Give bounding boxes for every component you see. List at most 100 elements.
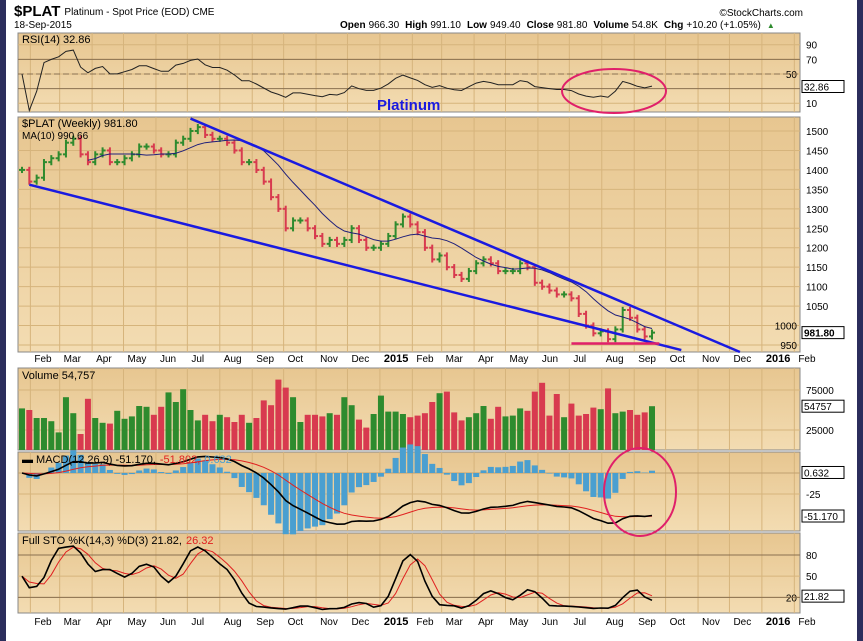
x-tick-label: Oct <box>670 354 686 365</box>
price-bar <box>487 256 494 267</box>
macd-hist-bar <box>575 473 582 485</box>
volume-bar <box>202 414 209 450</box>
macd-hist-bar <box>297 473 304 531</box>
macd-hist-bar <box>597 473 604 498</box>
price-bar <box>194 124 201 135</box>
panel-price <box>17 116 801 353</box>
price-bar <box>326 236 333 247</box>
macd-hist-bar <box>487 466 494 474</box>
macd-hist-bar <box>48 467 55 474</box>
macd-hist-bar <box>150 469 157 474</box>
x-tick-label: May <box>128 354 147 365</box>
macd-hist-bar <box>524 460 531 474</box>
macd-hist-bar <box>55 462 62 474</box>
price-bar <box>187 127 194 142</box>
trendline <box>189 117 741 354</box>
macd-last-value: -51.170 <box>804 512 838 523</box>
price-bar <box>238 147 245 166</box>
macd-hist-bar <box>92 463 99 474</box>
macd-hist-bar <box>341 473 348 506</box>
price-bar <box>634 314 641 333</box>
macd-hist-bar <box>436 467 443 474</box>
price-bar <box>150 143 157 154</box>
instrument-name: Platinum - Spot Price (EOD) CME <box>64 7 214 18</box>
x-tick-label: Aug <box>606 354 624 365</box>
macd-hist-bar <box>619 473 626 479</box>
volume-bar <box>290 397 297 450</box>
volume-bar <box>253 418 260 450</box>
volume-bar <box>180 389 187 450</box>
volume-bar <box>55 432 62 450</box>
volume-bar <box>539 382 546 450</box>
volume-bar <box>443 391 450 450</box>
x-tick-label: Nov <box>702 617 720 628</box>
macd-hist-bar <box>517 461 524 474</box>
volume-bar <box>487 418 494 450</box>
volume-bar <box>575 415 582 450</box>
copyright: ©StockCharts.com <box>719 8 803 19</box>
macd-hist-bar <box>385 468 392 474</box>
volume-bar <box>187 410 194 450</box>
price-bar <box>495 260 502 275</box>
rsi-ytick: 70 <box>806 55 818 66</box>
price-ytick: 1050 <box>806 302 829 313</box>
price-bar <box>458 271 465 282</box>
volume-bar <box>194 420 201 450</box>
price-bar <box>385 232 392 247</box>
macd-hist-bar <box>627 471 634 474</box>
price-bar <box>275 194 282 212</box>
volume-bar <box>414 415 421 450</box>
x-tick-label: Feb <box>798 354 816 365</box>
price-ytick: 1300 <box>806 205 829 216</box>
x-tick-label: Aug <box>224 617 242 628</box>
x-tick-label: 2016 <box>766 353 790 365</box>
volume-bar <box>297 422 304 450</box>
volume-bar <box>77 434 84 450</box>
volume-bar <box>348 405 355 450</box>
volume-bar <box>399 414 406 450</box>
x-tick-label: Mar <box>64 354 82 365</box>
macd-hist-bar <box>539 469 546 474</box>
macd-hist-bar <box>480 470 487 474</box>
volume-bar <box>583 414 590 450</box>
price-last-value: 981.80 <box>804 329 835 340</box>
price-bar <box>297 217 304 224</box>
volume-bar <box>158 406 165 450</box>
macd-hist-bar <box>253 473 260 498</box>
x-tick-label: Nov <box>320 617 338 628</box>
macd-hist-bar <box>429 463 436 474</box>
volume-bar <box>597 409 604 450</box>
volume-bar <box>128 416 135 450</box>
volume-bar <box>473 413 480 450</box>
macd-hist-bar <box>84 461 91 474</box>
price-ytick: 1150 <box>806 263 828 274</box>
volume-bar <box>216 414 223 450</box>
panel-sto <box>17 532 801 614</box>
quote-volume-label: Volume <box>593 20 629 31</box>
volume-bar <box>334 414 340 450</box>
price-bar <box>363 236 370 251</box>
symbol: $PLAT <box>14 3 60 20</box>
price-bar <box>399 213 406 228</box>
volume-ytick: 25000 <box>806 426 834 437</box>
macd-hist-bar <box>531 465 538 474</box>
price-ytick: 950 <box>780 341 797 352</box>
macd-hist-bar <box>612 473 619 493</box>
macd-hist-bar <box>583 473 590 492</box>
volume-bar <box>275 379 282 450</box>
x-tick-label: Sep <box>256 617 274 628</box>
volume-bar <box>150 414 157 450</box>
price-bar <box>106 147 113 166</box>
volume-bar <box>355 419 362 450</box>
macd-hist-bar <box>392 457 399 474</box>
macd-hist-bar <box>290 473 297 535</box>
x-tick-label: Jun <box>542 354 558 365</box>
macd-hist-bar <box>143 468 150 474</box>
volume-bar <box>627 410 634 450</box>
price-ytick: 1350 <box>806 185 829 196</box>
price-bar <box>568 291 575 302</box>
price-bar <box>304 217 311 232</box>
volume-bar <box>231 422 238 450</box>
macd-hist-bar <box>334 473 340 514</box>
volume-bar <box>458 420 465 450</box>
